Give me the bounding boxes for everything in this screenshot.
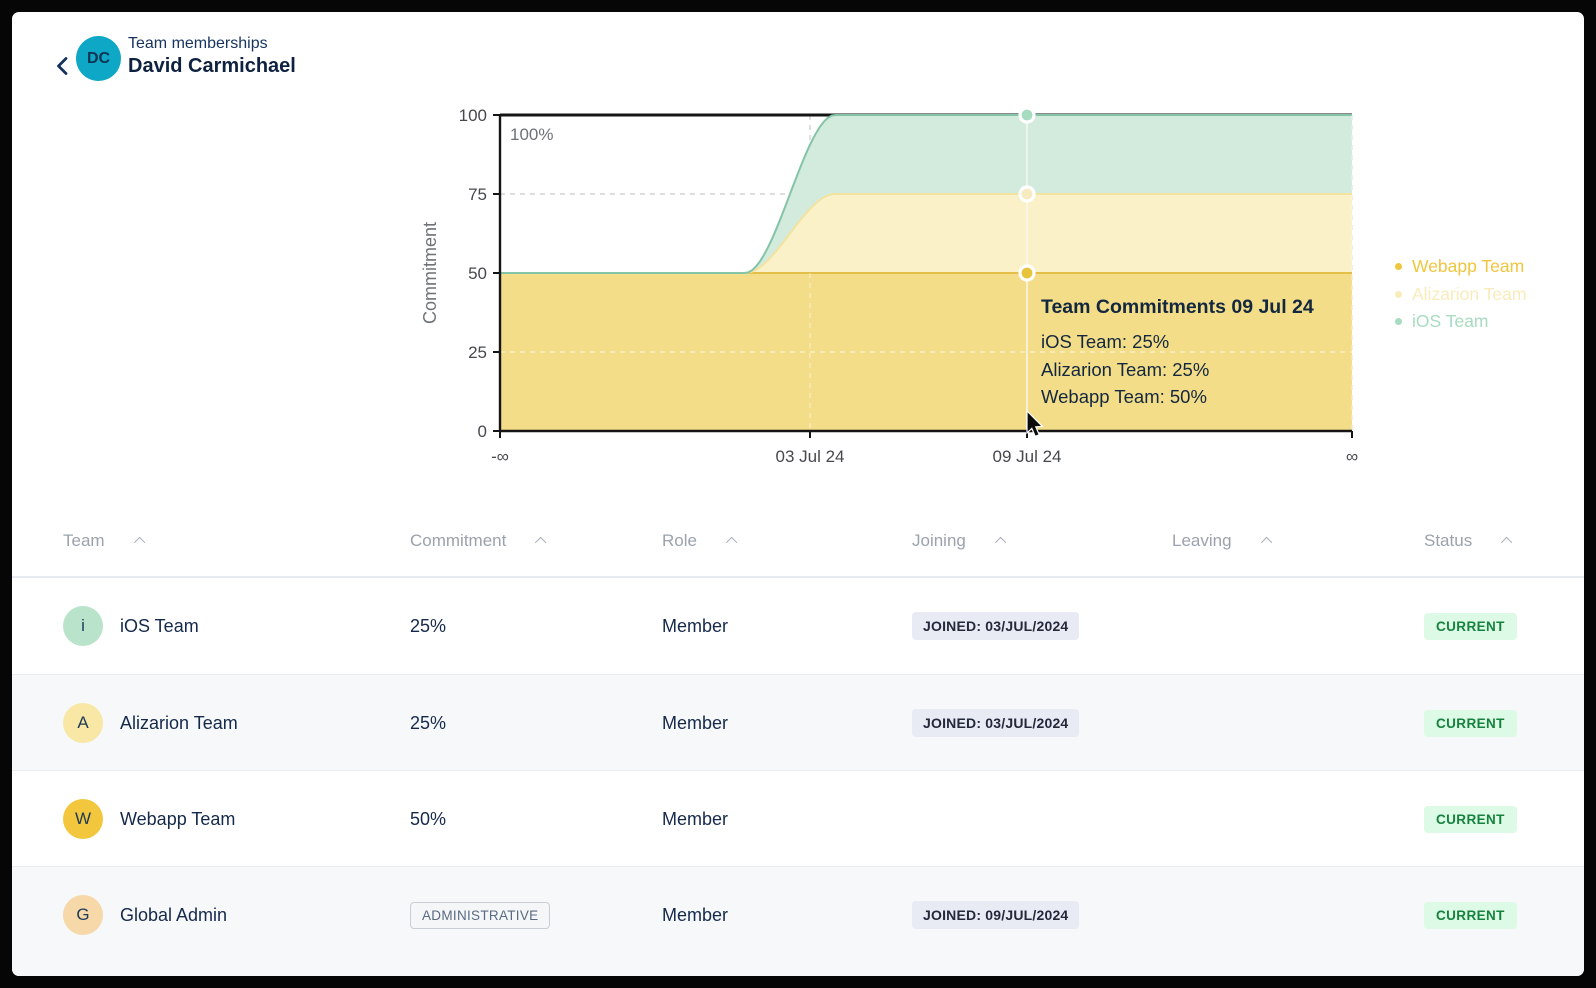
status-badge: CURRENT xyxy=(1424,612,1517,640)
table-row[interactable]: A Alizarion Team 25% Member JOINED: 03/JUL/2… xyxy=(12,674,1584,770)
sort-caret-icon xyxy=(994,536,1007,549)
team-cell: W Webapp Team xyxy=(63,771,235,867)
sort-caret-icon xyxy=(1260,536,1272,549)
column-header-role[interactable]: Role xyxy=(662,531,738,551)
mouse-cursor-icon xyxy=(1026,409,1044,438)
column-header-joining[interactable]: Joining xyxy=(912,531,1007,551)
commitment-value: 25% xyxy=(410,712,447,733)
legend-dot-icon xyxy=(1395,318,1402,326)
status-badge: CURRENT xyxy=(1424,709,1517,737)
table-row[interactable]: G Global Admin ADMINISTRATIVE Member JOINED:… xyxy=(12,866,1584,976)
hover-marker xyxy=(1018,185,1036,203)
commitment-cell: 25% xyxy=(410,675,446,771)
table-row[interactable]: W Webapp Team 50% Member CURRENT xyxy=(12,770,1584,866)
chart-legend: Webapp Team Alizarion Team iOS Team xyxy=(1395,253,1526,336)
column-header-commitment[interactable]: Commitment xyxy=(410,531,547,551)
status-badge: CURRENT xyxy=(1424,901,1517,929)
team-name: Webapp Team xyxy=(120,808,236,829)
app-window: DC Team memberships David Carmichael 0 25… xyxy=(12,12,1584,976)
administrative-badge: ADMINISTRATIVE xyxy=(410,901,551,929)
commitment-value: 25% xyxy=(410,615,447,636)
hover-marker xyxy=(1018,106,1036,124)
x-tick-label: -∞ xyxy=(491,447,509,466)
team-cell: G Global Admin xyxy=(63,867,227,963)
commitment-cell: ADMINISTRATIVE xyxy=(410,867,551,963)
legend-dot-icon xyxy=(1395,290,1402,298)
team-avatar: W xyxy=(63,799,103,839)
team-name: Alizarion Team xyxy=(120,712,238,733)
legend-label: Alizarion Team xyxy=(1412,283,1527,304)
joining-cell: JOINED: 09/JUL/2024 xyxy=(912,867,1080,963)
y-tick-label: 0 xyxy=(478,422,487,441)
role-cell: Member xyxy=(662,578,728,674)
chevron-left-icon xyxy=(57,56,68,75)
team-cell: i iOS Team xyxy=(63,578,199,674)
column-header-leaving[interactable]: Leaving xyxy=(1172,531,1272,551)
legend-label: iOS Team xyxy=(1412,311,1489,332)
role-value: Member xyxy=(662,712,729,733)
page-eyebrow: Team memberships xyxy=(128,35,268,52)
sort-caret-icon xyxy=(133,536,145,549)
commitment-cell: 25% xyxy=(410,578,446,674)
y-tick-label: 75 xyxy=(468,185,487,204)
x-tick-label: ∞ xyxy=(1346,447,1358,466)
role-cell: Member xyxy=(662,771,728,867)
team-avatar: G xyxy=(63,895,103,935)
column-header-team[interactable]: Team xyxy=(63,531,145,551)
legend-item[interactable]: Alizarion Team xyxy=(1395,281,1526,309)
team-avatar: i xyxy=(63,606,103,646)
back-button[interactable] xyxy=(46,50,80,84)
sort-caret-icon xyxy=(725,536,738,549)
role-cell: Member xyxy=(662,675,728,771)
status-cell: CURRENT xyxy=(1424,867,1517,963)
y-tick-label: 50 xyxy=(468,264,487,283)
team-name: Global Admin xyxy=(120,904,228,925)
joining-cell: JOINED: 03/JUL/2024 xyxy=(912,675,1080,771)
hover-marker xyxy=(1018,264,1036,282)
legend-label: Webapp Team xyxy=(1412,256,1525,277)
legend-dot-icon xyxy=(1395,263,1402,271)
table-row[interactable]: i iOS Team 25% Member JOINED: 03/JUL/2024 CUR… xyxy=(12,578,1584,674)
page-title: David Carmichael xyxy=(128,55,296,77)
team-cell: A Alizarion Team xyxy=(63,675,238,771)
table-header: Team Commitment Role Joining Leaving Sta… xyxy=(12,508,1584,578)
area-webapp-team xyxy=(500,273,1352,431)
status-cell: CURRENT xyxy=(1424,771,1517,867)
user-avatar: DC xyxy=(76,36,121,81)
y-axis-title: Commitment xyxy=(420,222,440,324)
team-name: iOS Team xyxy=(120,615,199,636)
x-tick-label: 03 Jul 24 xyxy=(776,447,845,466)
status-cell: CURRENT xyxy=(1424,578,1517,674)
role-cell: Member xyxy=(662,867,728,963)
status-badge: CURRENT xyxy=(1424,805,1517,833)
sort-caret-icon xyxy=(1501,536,1513,549)
commitment-cell: 50% xyxy=(410,771,446,867)
legend-item[interactable]: Webapp Team xyxy=(1395,253,1526,281)
team-avatar: A xyxy=(63,703,103,743)
commitment-value: 50% xyxy=(410,808,447,829)
area-edge xyxy=(500,114,1352,274)
role-value: Member xyxy=(662,615,729,636)
legend-item[interactable]: iOS Team xyxy=(1395,308,1526,336)
chart-canvas[interactable]: 0 25 50 75 100 -∞ 03 Jul 24 09 Jul 24 ∞ 100% Commi… xyxy=(420,95,1584,480)
role-value: Member xyxy=(662,904,729,925)
sort-caret-icon xyxy=(535,536,547,549)
column-header-status[interactable]: Status xyxy=(1424,531,1513,551)
joining-cell: JOINED: 03/JUL/2024 xyxy=(912,578,1080,674)
max-line-label: 100% xyxy=(510,125,553,144)
x-tick-label: 09 Jul 24 xyxy=(993,447,1062,466)
role-value: Member xyxy=(662,808,729,829)
membership-table-body: i iOS Team 25% Member JOINED: 03/JUL/2024 CUR… xyxy=(12,578,1584,976)
joined-badge: JOINED: 03/JUL/2024 xyxy=(912,709,1080,737)
joined-badge: JOINED: 03/JUL/2024 xyxy=(912,612,1080,640)
area-alizarion-team xyxy=(500,194,1352,273)
y-tick-label: 25 xyxy=(468,343,487,362)
joined-badge: JOINED: 09/JUL/2024 xyxy=(912,901,1080,929)
commitment-chart: 0 25 50 75 100 -∞ 03 Jul 24 09 Jul 24 ∞ 100% Commi… xyxy=(420,95,1584,480)
status-cell: CURRENT xyxy=(1424,675,1517,771)
y-tick-label: 100 xyxy=(459,106,487,125)
